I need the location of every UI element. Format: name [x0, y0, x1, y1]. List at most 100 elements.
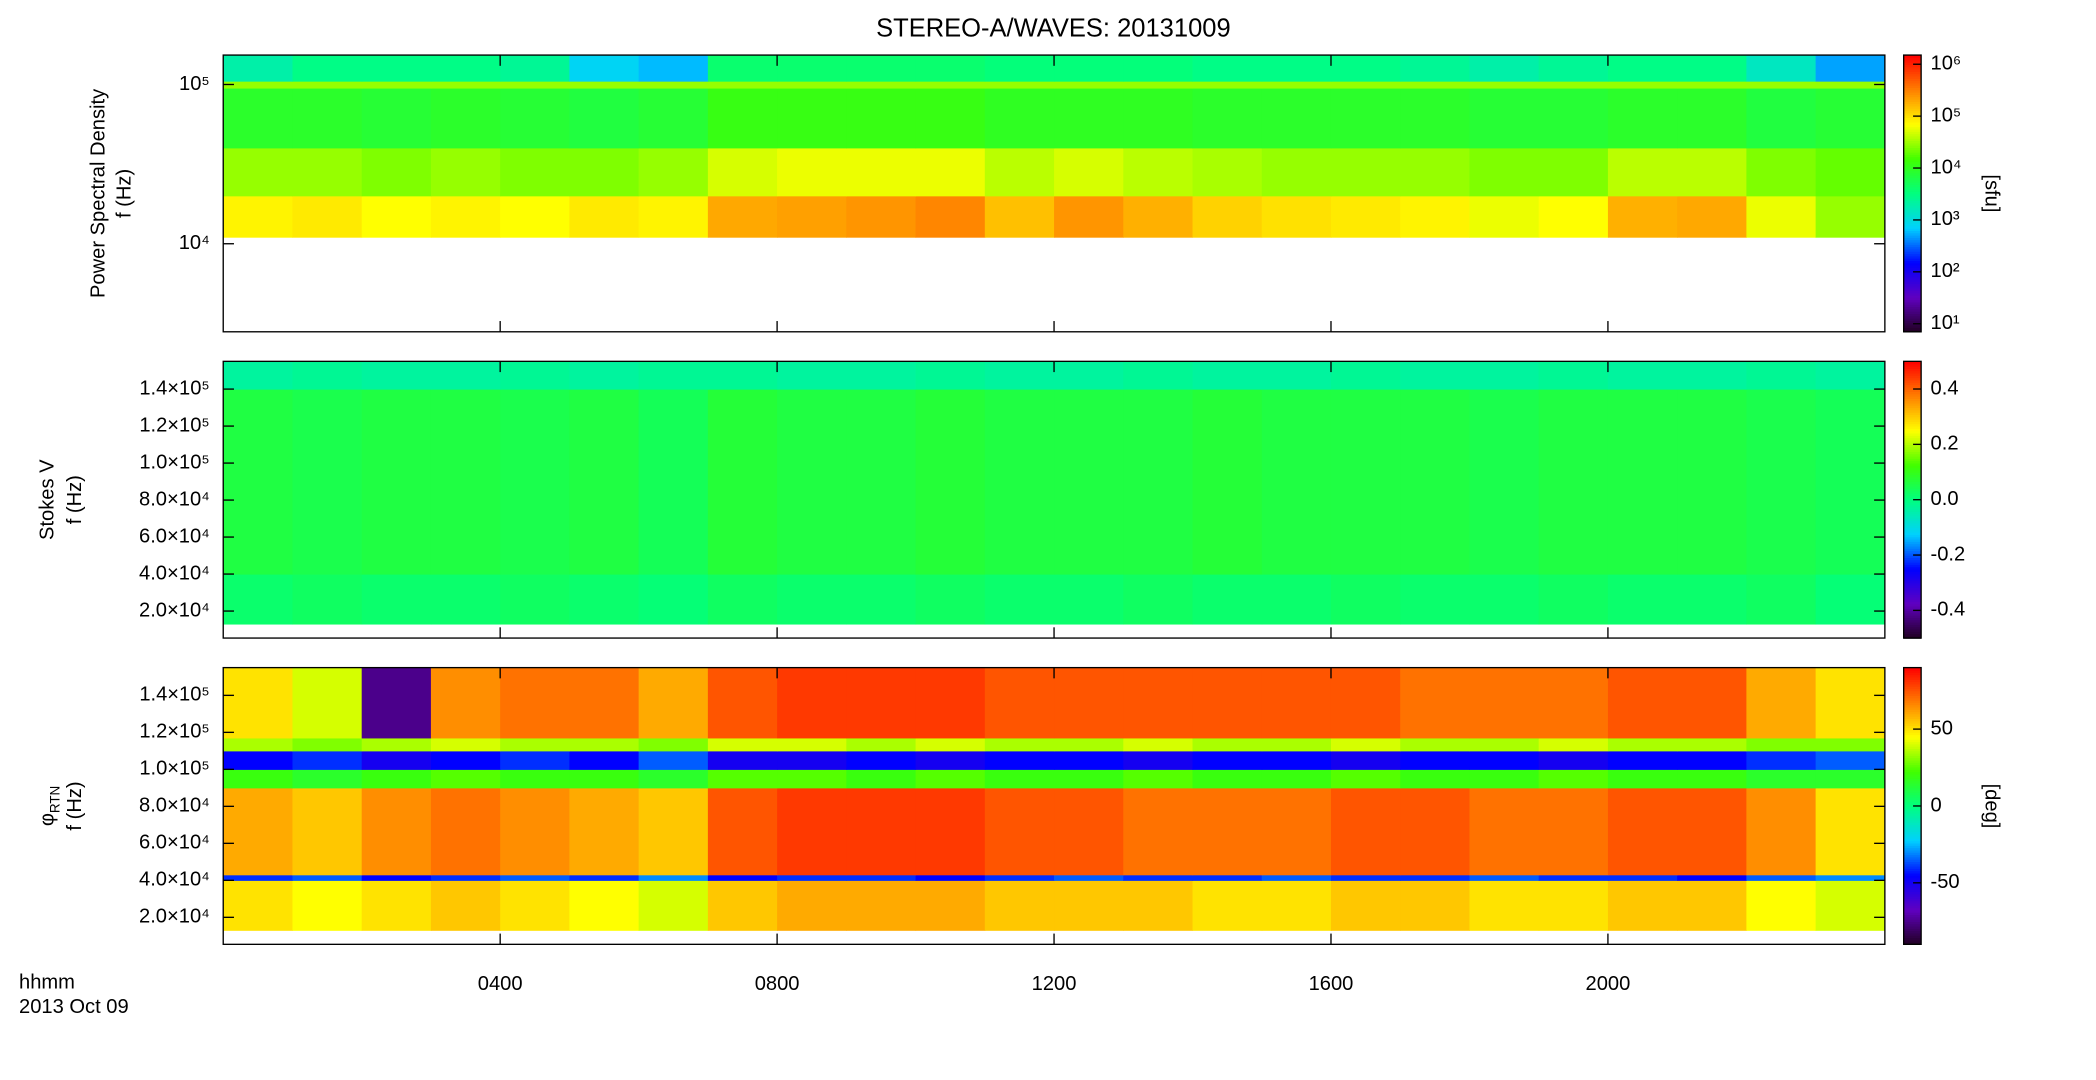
heatmap-cell: [1123, 88, 1194, 149]
heatmap-cell: [1123, 880, 1194, 931]
heatmap-cell: [777, 769, 847, 789]
heatmap-cell: [361, 195, 432, 238]
heatmap-cell: [1607, 880, 1678, 931]
colorbar-swatch: [1903, 865, 1922, 869]
colorbar-swatch: [1903, 925, 1922, 929]
colorbar-swatch: [1903, 905, 1922, 909]
heatmap-cell: [569, 361, 640, 390]
colorbar-swatch: [1903, 278, 1922, 282]
colorbar-swatch: [1903, 398, 1922, 402]
colorbar-swatch: [1903, 490, 1922, 494]
colorbar-swatch: [1903, 68, 1922, 72]
colorbar-swatch: [1903, 131, 1922, 135]
colorbar-swatch: [1903, 444, 1922, 448]
heatmap-cell: [361, 361, 432, 390]
heatmap-cell: [915, 667, 986, 739]
colorbar-swatch: [1903, 244, 1922, 248]
colorbar-swatch: [1903, 709, 1922, 713]
colorbar-swatch: [1903, 64, 1922, 68]
heatmap-cell: [1330, 55, 1401, 82]
heatmap-cell: [1746, 880, 1817, 931]
colorbar-swatch: [1903, 329, 1922, 333]
heatmap-cell: [915, 750, 986, 770]
heatmap-cell: [1815, 787, 1886, 876]
colorbar-swatch: [1903, 676, 1922, 680]
colorbar-swatch: [1903, 481, 1922, 485]
heatmap-cell: [430, 769, 501, 789]
heatmap-cell: [1469, 737, 1540, 752]
heatmap-cell: [1400, 389, 1470, 575]
colorbar-swatch: [1903, 304, 1922, 308]
heatmap-cell: [292, 147, 363, 197]
colorbar-swatch: [1903, 886, 1922, 890]
colorbar-tick-label: -0.2: [1931, 543, 1966, 565]
colorbar-swatch: [1903, 545, 1922, 549]
heatmap-cell: [984, 195, 1055, 238]
heatmap-cell: [1054, 147, 1124, 197]
heatmap-cell: [430, 574, 501, 625]
heatmap-cell: [777, 55, 847, 82]
colorbar-swatch: [1903, 619, 1922, 623]
colorbar-swatch: [1903, 810, 1922, 814]
heatmap-cell: [1538, 81, 1609, 89]
x-tick-label: 0800: [755, 973, 800, 995]
colorbar-swatch: [1903, 902, 1922, 906]
heatmap-cell: [915, 361, 986, 390]
heatmap-cell: [915, 737, 986, 752]
colorbar-frame: [1903, 54, 1922, 333]
colorbar-swatch: [1903, 297, 1922, 301]
heatmap-cell: [777, 195, 847, 238]
colorbar-swatch: [1903, 322, 1922, 326]
colorbar-swatch: [1903, 274, 1922, 278]
colorbar-swatch: [1903, 778, 1922, 782]
colorbar-swatch: [1903, 365, 1922, 369]
heatmap-cell: [292, 769, 363, 789]
heatmap-cell: [707, 880, 778, 931]
colorbar-swatch: [1903, 748, 1922, 752]
colorbar-swatch: [1903, 504, 1922, 508]
heatmap-cell: [292, 750, 363, 770]
colorbar-swatch: [1903, 916, 1922, 920]
heatmap-cell: [1192, 787, 1263, 876]
colorbar-swatch: [1903, 91, 1922, 95]
colorbar-swatch: [1903, 174, 1922, 178]
panel: 2.0×10⁴ 4.0×10⁴ 6.0×10⁴ 8.0×10⁴ 1.0×10⁵ 1.2×1…: [19, 55, 2003, 1018]
heatmap-cell: [984, 389, 1055, 575]
colorbar-swatch: [1903, 932, 1922, 936]
colorbar-swatch: [1903, 80, 1922, 84]
colorbar-swatch: [1903, 555, 1922, 559]
heatmap-cell: [292, 880, 363, 931]
heatmap-cell: [223, 667, 293, 739]
colorbar-swatch: [1903, 898, 1922, 902]
heatmap-cell: [500, 667, 570, 739]
heatmap-cell: [223, 880, 293, 931]
heatmap-cell: [707, 737, 778, 752]
heatmap-cell: [223, 361, 293, 390]
colorbar-label: [sfu]: [1981, 174, 2003, 212]
colorbar-swatch: [1903, 617, 1922, 621]
heatmap-cell: [915, 787, 986, 876]
heatmap-cell: [223, 769, 293, 789]
heatmap-cell: [1815, 737, 1886, 752]
colorbar-swatch: [1903, 465, 1922, 469]
colorbar-swatch: [1903, 718, 1922, 722]
colorbar-swatch: [1903, 782, 1922, 786]
y-tick-label: 8.0×10⁴: [139, 795, 210, 817]
heatmap-cell: [846, 874, 917, 881]
colorbar-swatch: [1903, 168, 1922, 172]
colorbar-swatch: [1903, 771, 1922, 775]
heatmap-cell: [569, 81, 640, 89]
colorbar-swatch: [1903, 251, 1922, 255]
heatmap-cell: [1815, 195, 1886, 238]
heatmap-cell: [361, 880, 432, 931]
colorbar-swatch: [1903, 294, 1922, 298]
heatmap-cell: [430, 737, 501, 752]
heatmap-cell: [1192, 737, 1263, 752]
x-tick-label: 1600: [1309, 973, 1354, 995]
heatmap-cell: [984, 361, 1055, 390]
heatmap-cell: [500, 195, 570, 238]
heatmap-cell: [569, 55, 640, 82]
heatmap-cell: [1746, 874, 1817, 881]
colorbar-swatch: [1903, 119, 1922, 123]
colorbar-swatch: [1903, 437, 1922, 441]
